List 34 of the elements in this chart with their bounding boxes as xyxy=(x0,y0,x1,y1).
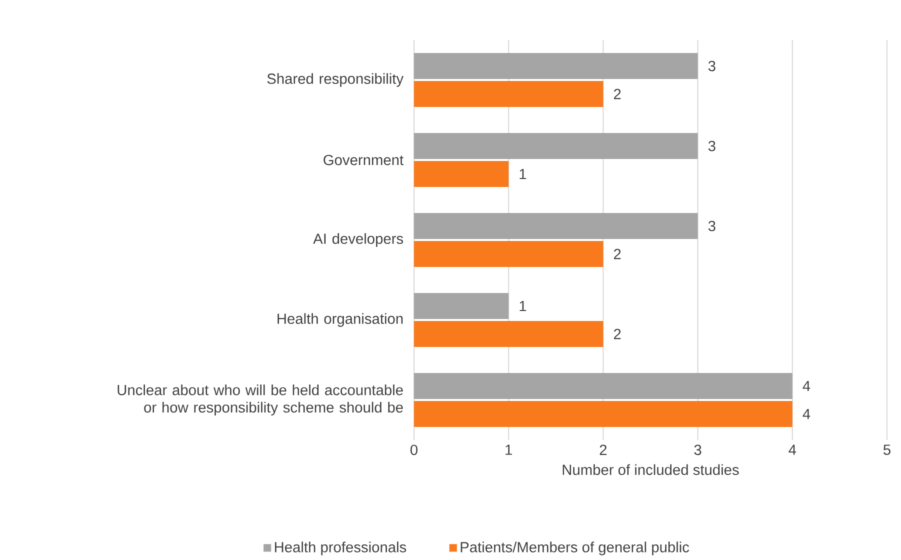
bar xyxy=(414,373,792,400)
data-label: 2 xyxy=(614,329,621,340)
bar xyxy=(414,161,509,188)
x-tick-label: 5 xyxy=(883,444,890,456)
x-tick-label: 3 xyxy=(694,444,702,456)
x-tick-label: 0 xyxy=(410,444,418,456)
data-label: 2 xyxy=(614,249,621,260)
data-label: 4 xyxy=(802,381,810,392)
legend-label: Patients/Members of general public xyxy=(460,542,690,556)
x-tick-label: 4 xyxy=(788,444,796,456)
y-tick-label: Unclear about who will be held accountable or how responsibility scheme should be xyxy=(118,384,403,416)
data-label: 3 xyxy=(708,141,716,152)
data-label: 1 xyxy=(520,169,526,180)
bar xyxy=(414,293,509,320)
y-tick-label: Government xyxy=(324,155,404,166)
bar xyxy=(414,241,604,268)
bar xyxy=(414,133,698,160)
y-tick-label: Health organisation xyxy=(278,313,403,328)
data-label: 2 xyxy=(614,89,621,100)
x-tick-label: 1 xyxy=(506,444,512,456)
y-tick-label: Shared responsibility xyxy=(267,73,404,88)
bar xyxy=(414,321,604,348)
bar xyxy=(414,213,698,240)
y-tick-label: AI developers xyxy=(313,233,404,248)
x-tick-label: 2 xyxy=(600,444,607,456)
data-label: 4 xyxy=(802,409,810,420)
data-label: 3 xyxy=(708,221,716,232)
bar xyxy=(414,53,698,80)
bar xyxy=(414,401,792,428)
data-label: 1 xyxy=(520,301,526,312)
data-label: 3 xyxy=(708,61,716,72)
bar xyxy=(414,81,604,108)
x-axis-title: Number of included studies xyxy=(562,464,739,476)
legend-label: Health professionals xyxy=(275,542,406,556)
